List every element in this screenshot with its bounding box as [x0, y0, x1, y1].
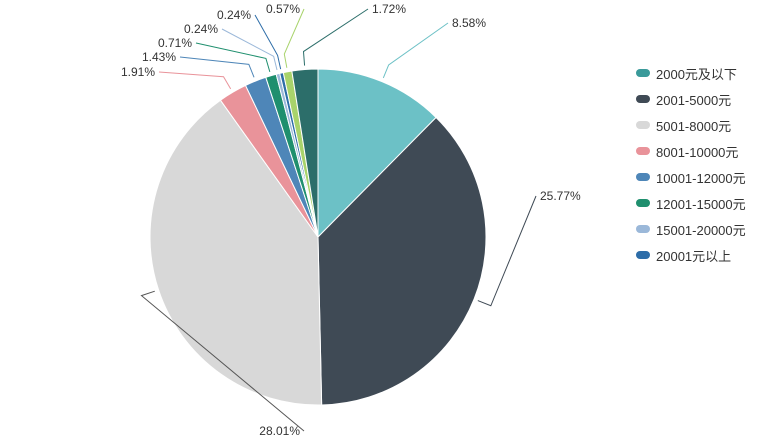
legend-swatch-icon: [636, 199, 650, 207]
slice-leader-line: [179, 56, 255, 78]
legend-swatch-icon: [636, 173, 650, 181]
slice-data-label: 1.43%: [142, 50, 176, 64]
legend-swatch-icon: [636, 95, 650, 103]
slice-data-label: 0.24%: [184, 22, 218, 36]
slice-leader-line: [158, 71, 232, 90]
slice-leader-line: [254, 14, 282, 70]
legend-label: 2000元及以下: [656, 66, 737, 82]
slice-data-label: 28.01%: [259, 424, 300, 438]
legend-swatch-icon: [636, 69, 650, 77]
pie-slice[interactable]: [317, 68, 437, 239]
pie-slice[interactable]: [291, 68, 319, 238]
legend-label: 8001-10000元: [656, 144, 739, 160]
slice-data-label: 1.72%: [372, 2, 406, 16]
slice-data-label: 25.77%: [540, 189, 581, 203]
pie-slice[interactable]: [317, 116, 487, 406]
legend-label: 5001-8000元: [656, 118, 732, 134]
legend-swatch-icon: [636, 225, 650, 233]
pie-slice[interactable]: [149, 99, 323, 406]
slice-data-label: 0.57%: [266, 2, 300, 16]
slice-leader-line: [221, 28, 278, 71]
legend-item[interactable]: 15001-20000元: [636, 216, 766, 242]
slice-leader-line: [302, 8, 369, 66]
slice-data-label: 0.71%: [158, 36, 192, 50]
legend-item[interactable]: 2000元及以下: [636, 60, 766, 86]
slice-data-label: 1.91%: [121, 65, 155, 79]
slice-data-label: 8.58%: [452, 16, 486, 30]
legend-item[interactable]: 10001-12000元: [636, 164, 766, 190]
chart-legend: 2000元及以下 2001-5000元 5001-8000元 8001-1000…: [636, 60, 766, 268]
legend-item[interactable]: 12001-15000元: [636, 190, 766, 216]
slice-leader-line: [140, 290, 305, 432]
legend-item[interactable]: 5001-8000元: [636, 112, 766, 138]
slice-leader-line: [195, 42, 271, 73]
legend-item[interactable]: 8001-10000元: [636, 138, 766, 164]
legend-swatch-icon: [636, 147, 650, 155]
slice-leader-line: [283, 8, 305, 68]
legend-swatch-icon: [636, 251, 650, 259]
legend-item[interactable]: 20001元以上: [636, 242, 766, 268]
legend-label: 10001-12000元: [656, 170, 746, 186]
legend-item[interactable]: 2001-5000元: [636, 86, 766, 112]
legend-swatch-icon: [636, 121, 650, 129]
legend-label: 2001-5000元: [656, 92, 732, 108]
legend-label: 12001-15000元: [656, 196, 746, 212]
slice-data-label: 0.24%: [217, 8, 251, 22]
legend-label: 20001元以上: [656, 248, 732, 264]
slice-leader-line: [477, 195, 537, 307]
legend-label: 15001-20000元: [656, 222, 746, 238]
slice-leader-line: [382, 22, 449, 79]
